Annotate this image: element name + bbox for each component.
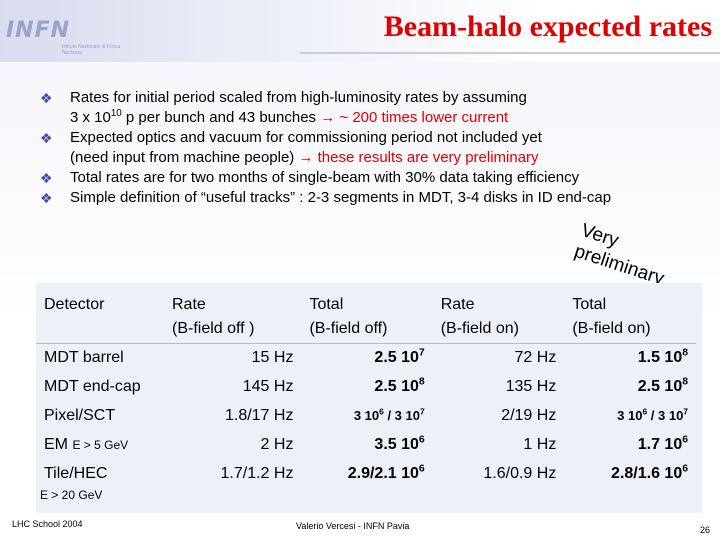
diamond-bullet-icon: ❖ — [40, 130, 53, 146]
total-off-cell: 2.9/2.1 106 — [347, 463, 425, 482]
slide-title: Beam-halo expected rates — [383, 10, 712, 43]
header-band — [0, 0, 720, 62]
total-on-cell: 1.7 106 — [637, 434, 688, 453]
table-background — [36, 283, 702, 513]
title-divider — [300, 52, 720, 54]
footer-author: Valerio Vercesi - INFN Pavia — [296, 521, 410, 531]
infn-logo: INFN Istituto Nazionale di Fisica Nuclea… — [6, 6, 126, 68]
bullet-text-mid: p per bunch and 43 bunches — [121, 109, 321, 126]
rate-on-cell: 135 Hz — [505, 377, 557, 395]
bullet-text-line2: (need input from machine people) — [70, 149, 299, 166]
rate-off-cell: 2 Hz — [260, 435, 294, 453]
detector-cell: Pixel/SCT — [44, 406, 116, 424]
diamond-bullet-icon: ❖ — [40, 190, 53, 206]
logo-subtitle: Istituto Nazionale di Fisica Nucleare — [62, 44, 121, 56]
total-on-cell: 1.5 108 — [637, 347, 688, 366]
page-number: 26 — [700, 525, 711, 535]
rate-off-cell: 15 Hz — [251, 348, 294, 366]
total-on-cell: 3 106 / 3 107 — [617, 406, 688, 423]
rate-on-cell: 72 Hz — [514, 348, 557, 366]
header-total-off: Total (B-field off) — [309, 296, 388, 337]
header-total-on: Total (B-field on) — [572, 296, 651, 337]
header-rate-off: Rate (B-field off ) — [172, 296, 255, 337]
table-row: Tile/HEC 1.7/1.2 Hz 2.9/2.1 106 1.6/0.9 … — [36, 459, 696, 488]
footer-event: LHC School 2004 — [12, 519, 83, 529]
total-off-cell: 3 106 / 3 107 — [353, 406, 425, 423]
bullet-accent: → ~ 200 times lower current — [320, 109, 509, 126]
rate-off-cell: 1.7/1.2 Hz — [220, 464, 294, 482]
rates-table: Detector Rate (B-field off ) Total (B-fiel… — [36, 283, 696, 488]
bullet-text: Total rates are for two months of single… — [70, 169, 580, 186]
rate-on-cell: 2/19 Hz — [501, 406, 557, 424]
total-off-cell: 2.5 108 — [374, 376, 425, 395]
rate-off-cell: 145 Hz — [242, 377, 294, 395]
table-row: Pixel/SCT 1.8/17 Hz 3 106 / 3 107 2/19 H… — [36, 401, 696, 430]
tile-energy-cut: E > 20 GeV — [40, 488, 103, 502]
header-detector: Detector — [44, 296, 105, 313]
bullet-item: ❖ Simple definition of “useful tracks” :… — [40, 188, 720, 208]
table-row: MDT barrel 15 Hz 2.5 107 72 Hz 1.5 108 — [36, 343, 696, 372]
diamond-bullet-icon: ❖ — [40, 90, 53, 106]
logo-text: INFN — [6, 18, 71, 43]
bullet-text-line2: 3 x 10 — [70, 109, 111, 126]
detector-cell: Tile/HEC — [44, 464, 108, 482]
bullet-item: ❖ Rates for initial period scaled from h… — [40, 88, 720, 128]
rate-on-cell: 1 Hz — [523, 435, 557, 453]
table-row: MDT end-cap 145 Hz 2.5 108 135 Hz 2.5 10… — [36, 372, 696, 401]
bullet-list: ❖ Rates for initial period scaled from h… — [40, 88, 720, 208]
detector-cell: MDT end-cap — [44, 377, 141, 395]
bullet-text: Rates for initial period scaled from hig… — [70, 89, 527, 106]
total-off-cell: 3.5 106 — [374, 434, 425, 453]
total-on-cell: 2.8/1.6 106 — [611, 463, 688, 482]
bullet-item: ❖ Expected optics and vacuum for commiss… — [40, 128, 720, 168]
diamond-bullet-icon: ❖ — [40, 170, 53, 186]
detector-cell: EM E > 5 GeV — [44, 435, 129, 453]
bullet-item: ❖ Total rates are for two months of sing… — [40, 168, 720, 188]
total-on-cell: 2.5 108 — [637, 376, 688, 395]
table-header-row: Detector Rate (B-field off ) Total (B-fiel… — [36, 283, 696, 343]
exponent: 10 — [110, 108, 122, 119]
bullet-accent: → these results are very preliminary — [298, 149, 539, 166]
total-off-cell: 2.5 107 — [374, 347, 425, 366]
header-rate-on: Rate (B-field on) — [440, 296, 519, 337]
bullet-text: Simple definition of “useful tracks” : 2… — [70, 189, 612, 206]
bullet-text: Expected optics and vacuum for commissio… — [70, 129, 542, 146]
detector-cell: MDT barrel — [44, 348, 124, 366]
rate-on-cell: 1.6/0.9 Hz — [483, 464, 557, 482]
rate-off-cell: 1.8/17 Hz — [224, 406, 294, 424]
table-row: EM E > 5 GeV 2 Hz 3.5 106 1 Hz 1.7 106 — [36, 430, 696, 459]
